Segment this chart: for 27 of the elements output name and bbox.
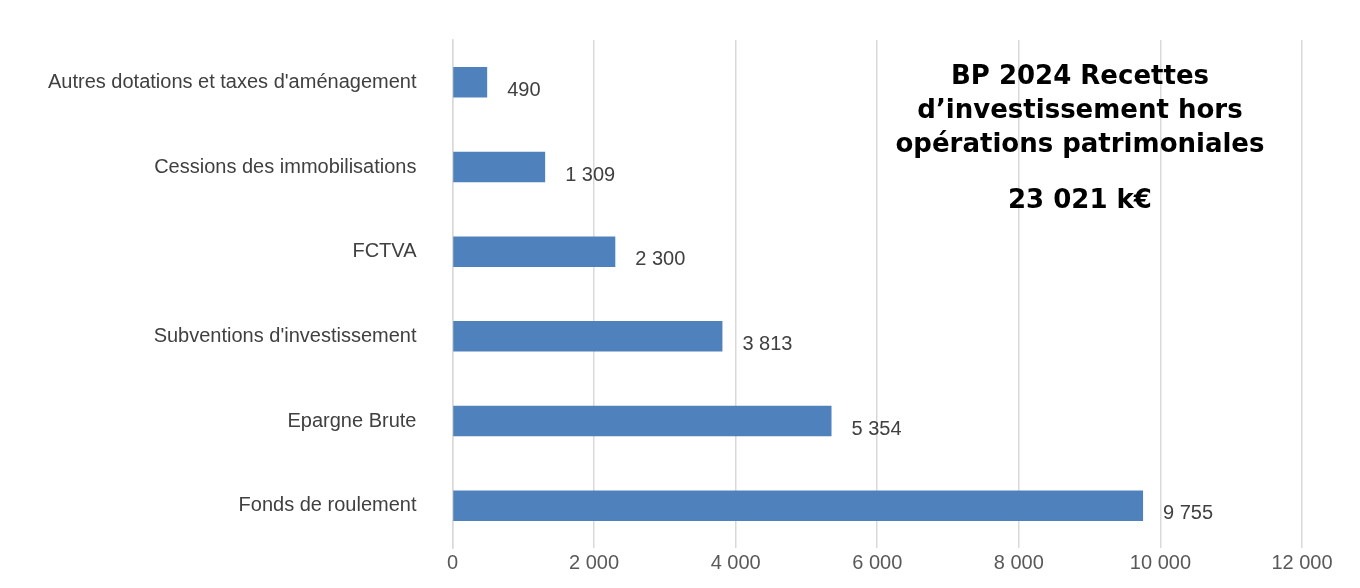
y-tick-label: Subventions d'investissement xyxy=(153,323,417,346)
y-tick-label: Autres dotations et taxes d'aménagement xyxy=(47,69,417,92)
bar xyxy=(453,151,546,183)
x-tick-label: 2 000 xyxy=(569,550,620,573)
data-label: 3 813 xyxy=(742,331,793,354)
data-label: 1 309 xyxy=(565,162,616,185)
y-tick-label: Cessions des immobilisations xyxy=(154,154,417,177)
bar xyxy=(453,490,1144,521)
data-label: 2 300 xyxy=(635,247,686,270)
text: 23 021 k€ xyxy=(1007,183,1153,216)
x-tick-label: 6 000 xyxy=(852,550,903,573)
x-tick-label: 0 xyxy=(446,550,459,573)
data-label: 9 755 xyxy=(1163,501,1214,524)
data-label: 490 xyxy=(507,77,541,100)
bar xyxy=(453,67,488,98)
y-tick-label: Epargne Brute xyxy=(287,408,417,431)
x-tick-label: 4 000 xyxy=(710,550,761,573)
y-tick-label: Fonds de roulement xyxy=(238,493,417,516)
x-tick-label: 8 000 xyxy=(993,550,1044,573)
bar xyxy=(453,236,616,267)
y-tick-label: FCTVA xyxy=(352,239,418,262)
text: BP 2024 Recettes d’investissement hors opérations patrimoniales xyxy=(894,59,1266,160)
x-tick-label: 12 000 xyxy=(1271,550,1333,573)
data-label: 5 354 xyxy=(851,416,902,439)
bar xyxy=(453,405,832,437)
x-tick-label: 10 000 xyxy=(1129,550,1191,573)
bar xyxy=(453,321,723,352)
